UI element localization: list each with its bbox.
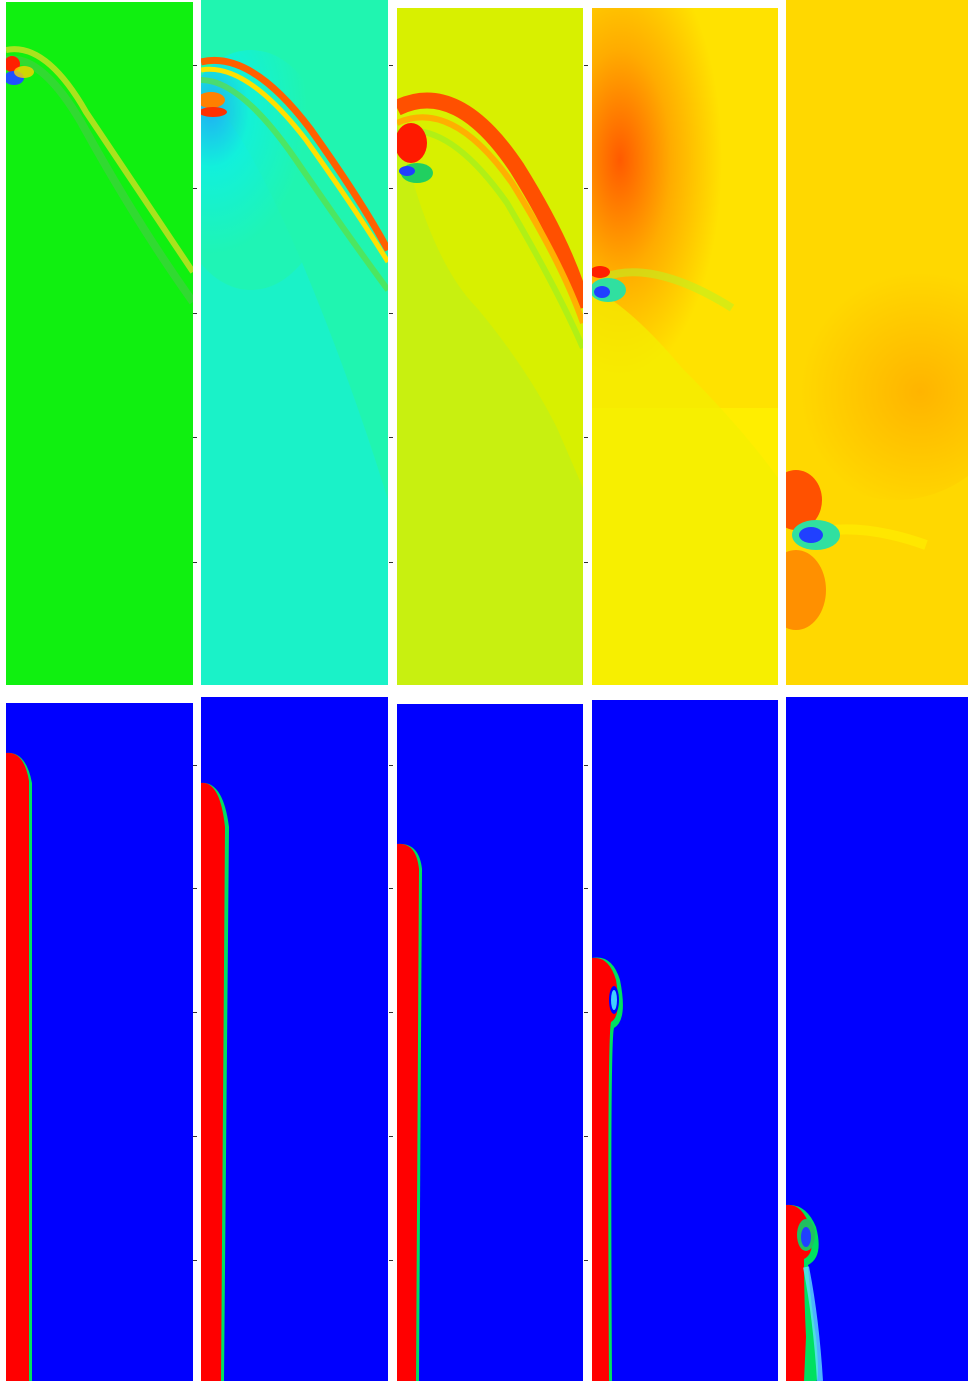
axis-tick bbox=[193, 562, 197, 563]
bottom-panel-3-field bbox=[397, 704, 583, 1381]
axis-tick bbox=[389, 188, 393, 189]
top-panel-2-field bbox=[201, 0, 388, 685]
axis-tick bbox=[193, 1136, 197, 1137]
axis-tick bbox=[584, 1012, 588, 1013]
top-panel-4-field bbox=[592, 8, 778, 685]
axis-tick bbox=[193, 65, 197, 66]
axis-tick bbox=[193, 437, 197, 438]
axis-tick bbox=[389, 1260, 393, 1261]
axis-tick bbox=[584, 437, 588, 438]
axis-tick bbox=[389, 313, 393, 314]
axis-tick bbox=[193, 765, 197, 766]
axis-tick bbox=[193, 188, 197, 189]
bottom-panel-4 bbox=[592, 700, 778, 1381]
bottom-panel-4-field bbox=[592, 700, 778, 1381]
axis-tick bbox=[193, 313, 197, 314]
top-panel-5-field bbox=[786, 0, 968, 685]
bottom-panel-5-field bbox=[786, 697, 968, 1381]
axis-tick bbox=[389, 1012, 393, 1013]
axis-tick bbox=[584, 888, 588, 889]
top-panel-4 bbox=[592, 8, 778, 685]
axis-tick bbox=[389, 65, 393, 66]
bottom-panel-1-field bbox=[6, 703, 193, 1381]
bottom-panel-1 bbox=[6, 703, 193, 1381]
axis-tick bbox=[193, 1260, 197, 1261]
axis-tick bbox=[584, 188, 588, 189]
axis-tick bbox=[389, 888, 393, 889]
bottom-panel-2 bbox=[201, 697, 388, 1381]
top-panel-3 bbox=[397, 8, 583, 685]
axis-tick bbox=[389, 562, 393, 563]
axis-tick bbox=[389, 1136, 393, 1137]
top-panel-1-field bbox=[6, 2, 193, 685]
top-panel-5 bbox=[786, 0, 968, 685]
axis-tick bbox=[584, 65, 588, 66]
axis-tick bbox=[584, 1136, 588, 1137]
top-panel-1 bbox=[6, 2, 193, 685]
axis-tick bbox=[584, 765, 588, 766]
axis-tick bbox=[584, 1260, 588, 1261]
axis-tick bbox=[193, 888, 197, 889]
top-panel-3-field bbox=[397, 8, 583, 685]
bottom-panel-5 bbox=[786, 697, 968, 1381]
top-panel-2 bbox=[201, 0, 388, 685]
axis-tick bbox=[193, 1012, 197, 1013]
axis-tick bbox=[584, 313, 588, 314]
bottom-panel-3 bbox=[397, 704, 583, 1381]
axis-tick bbox=[389, 765, 393, 766]
axis-tick bbox=[389, 437, 393, 438]
bottom-panel-2-field bbox=[201, 697, 388, 1381]
axis-tick bbox=[584, 562, 588, 563]
